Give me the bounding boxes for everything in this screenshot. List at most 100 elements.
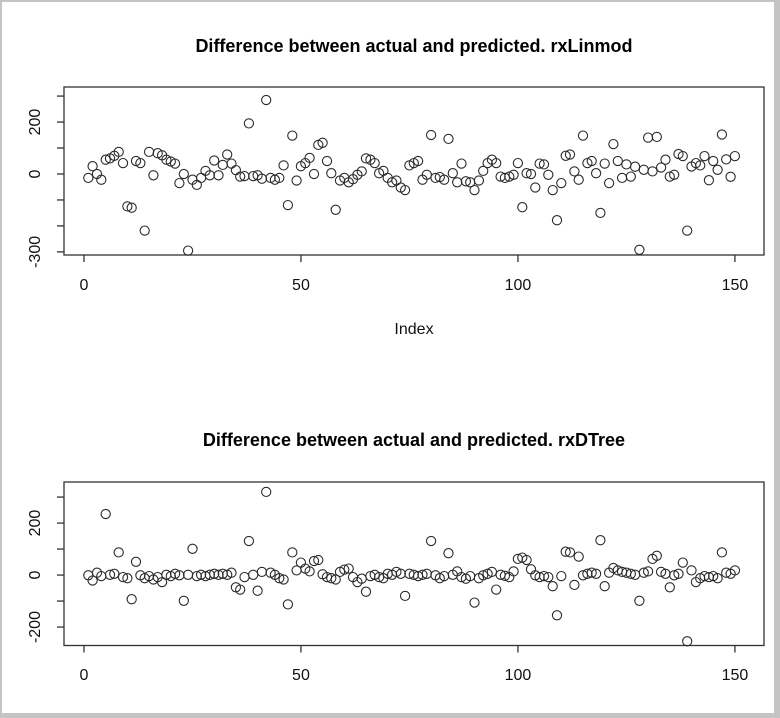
data-point [708, 155, 719, 167]
data-point [226, 158, 237, 169]
data-point [556, 570, 567, 582]
data-point [330, 574, 341, 585]
data-point [326, 573, 337, 584]
data-point [664, 171, 675, 182]
data-point [243, 535, 255, 547]
data-point [321, 155, 333, 167]
data-point [599, 158, 610, 169]
data-point [530, 182, 541, 193]
data-point [629, 161, 641, 172]
data-point [235, 171, 246, 182]
data-point [452, 177, 463, 188]
data-point [395, 568, 406, 579]
data-point [721, 154, 732, 165]
data-point [87, 161, 98, 172]
data-point [564, 149, 576, 160]
data-point [425, 535, 437, 547]
data-point [161, 154, 172, 165]
data-point [638, 567, 649, 578]
data-point [412, 155, 424, 167]
data-point [469, 597, 480, 608]
data-point [564, 547, 576, 558]
data-point [209, 155, 220, 166]
data-point [512, 157, 524, 169]
data-point [625, 568, 636, 579]
data-point [655, 566, 667, 578]
data-point [590, 568, 602, 579]
plot-box [63, 481, 765, 647]
data-point [595, 207, 606, 219]
data-point [122, 201, 133, 212]
x-axis-tick-label: 0 [80, 277, 89, 294]
y-axis-tick-label: 200 [27, 510, 44, 537]
data-point [638, 164, 649, 175]
data-point [235, 584, 246, 595]
data-point [169, 568, 181, 579]
data-point [182, 245, 194, 256]
data-point [330, 204, 341, 215]
data-point [478, 570, 489, 581]
data-point [603, 177, 615, 189]
data-point [317, 137, 328, 148]
data-point [621, 159, 632, 170]
data-point [547, 581, 558, 592]
data-point [703, 175, 715, 186]
data-point [178, 168, 189, 180]
data-point [287, 130, 298, 141]
data-point [521, 554, 532, 566]
data-point [339, 564, 350, 575]
data-point [560, 150, 571, 161]
data-point [278, 574, 289, 585]
data-point [96, 174, 107, 185]
y-axis-tick-label: -200 [27, 611, 44, 643]
data-point [295, 557, 307, 568]
data-point [274, 573, 285, 584]
data-point [117, 571, 129, 583]
data-point [491, 584, 502, 595]
data-point [135, 157, 146, 169]
data-point [222, 149, 233, 160]
data-point [642, 132, 654, 143]
data-point [308, 555, 320, 567]
data-point [447, 168, 458, 179]
data-point [187, 543, 198, 554]
data-point [213, 170, 224, 181]
data-point [130, 556, 142, 567]
data-point [508, 169, 519, 180]
data-point [499, 570, 511, 581]
x-axis-tick-label: 100 [505, 667, 532, 684]
data-point [534, 158, 545, 169]
data-point [560, 546, 571, 557]
data-point [508, 566, 519, 577]
data-point [538, 159, 550, 170]
data-point [126, 202, 137, 213]
data-point [122, 573, 133, 584]
data-point [525, 168, 537, 180]
data-point [651, 131, 662, 143]
data-point [148, 170, 159, 181]
data-point [83, 172, 94, 184]
data-point [274, 172, 285, 184]
data-point [612, 155, 623, 167]
data-point [104, 569, 116, 580]
data-point [356, 166, 367, 177]
data-point [712, 573, 723, 584]
data-point [543, 169, 554, 180]
data-point [182, 569, 194, 580]
data-point [282, 599, 294, 610]
y-axis-tick-label: 0 [27, 571, 44, 580]
data-point [682, 636, 693, 647]
data-point [256, 566, 268, 578]
data-point [651, 550, 662, 561]
data-point [226, 567, 237, 578]
y-axis-tick-label: -300 [27, 236, 44, 268]
data-point [569, 579, 580, 591]
data-point [439, 174, 450, 185]
data-point [647, 166, 658, 177]
data-point [113, 146, 124, 158]
data-point [677, 557, 688, 568]
plot-box [63, 86, 765, 256]
data-point [269, 174, 281, 185]
data-point [590, 168, 602, 179]
x-axis-tick-label: 50 [292, 667, 310, 684]
